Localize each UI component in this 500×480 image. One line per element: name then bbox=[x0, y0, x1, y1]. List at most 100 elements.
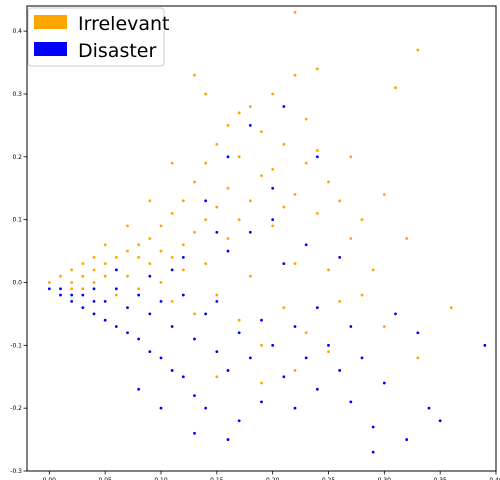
data-point-disaster bbox=[215, 350, 219, 354]
data-point-irrelevant bbox=[260, 381, 263, 385]
data-point-irrelevant bbox=[215, 293, 219, 297]
ticks-layer: 0.00 0.05 0.10 0.15 0.20 0.25 0.30 0.35 0.40 0.4 0… bbox=[10, 28, 500, 480]
data-point-irrelevant bbox=[204, 218, 208, 222]
data-point-disaster bbox=[327, 343, 330, 347]
data-point-irrelevant bbox=[360, 293, 364, 297]
data-point-disaster bbox=[103, 318, 107, 322]
data-point-irrelevant bbox=[405, 237, 409, 240]
data-point-irrelevant bbox=[449, 306, 453, 310]
data-point-disaster bbox=[70, 293, 74, 297]
data-point-irrelevant bbox=[271, 224, 275, 228]
y-tick-label: 0.2 bbox=[12, 154, 22, 161]
legend-label-disaster: Disaster bbox=[78, 40, 156, 62]
data-point-disaster bbox=[170, 325, 174, 328]
data-point-irrelevant bbox=[293, 73, 297, 77]
data-point-disaster bbox=[126, 331, 129, 335]
data-point-disaster bbox=[215, 299, 219, 303]
data-point-irrelevant bbox=[360, 218, 364, 222]
data-point-irrelevant bbox=[159, 281, 163, 284]
data-point-disaster bbox=[438, 419, 442, 423]
data-point-disaster bbox=[114, 268, 118, 272]
data-point-disaster bbox=[282, 105, 286, 108]
data-point-irrelevant bbox=[338, 199, 342, 203]
data-point-disaster bbox=[159, 356, 163, 360]
data-point-irrelevant bbox=[181, 268, 185, 272]
data-point-irrelevant bbox=[81, 262, 85, 266]
data-point-disaster bbox=[416, 331, 420, 335]
data-point-irrelevant bbox=[293, 369, 297, 372]
data-point-irrelevant bbox=[137, 287, 141, 291]
data-point-irrelevant bbox=[114, 293, 118, 297]
data-point-irrelevant bbox=[159, 249, 163, 253]
data-point-irrelevant bbox=[248, 199, 252, 203]
y-tick-label: 0.3 bbox=[12, 91, 22, 98]
data-point-irrelevant bbox=[271, 167, 275, 171]
x-tick-label: 0.25 bbox=[322, 477, 336, 480]
data-point-irrelevant bbox=[293, 193, 297, 196]
x-tick-label: 0.15 bbox=[210, 477, 224, 480]
data-point-disaster bbox=[315, 306, 319, 310]
data-point-disaster bbox=[137, 337, 141, 341]
data-point-irrelevant bbox=[382, 325, 386, 328]
data-point-disaster bbox=[338, 369, 342, 372]
data-point-disaster bbox=[248, 123, 252, 127]
data-point-irrelevant bbox=[349, 237, 353, 240]
data-point-disaster bbox=[271, 218, 275, 222]
data-point-disaster bbox=[159, 406, 163, 410]
data-point-irrelevant bbox=[47, 281, 51, 284]
data-point-disaster bbox=[248, 356, 252, 360]
data-point-irrelevant bbox=[170, 255, 174, 259]
data-point-irrelevant bbox=[159, 224, 163, 228]
data-point-disaster bbox=[304, 356, 308, 360]
data-point-disaster bbox=[181, 255, 185, 259]
legend: Irrelevant Disaster bbox=[27, 7, 170, 67]
x-tick-label: 0.40 bbox=[489, 477, 500, 480]
legend-swatch-irrelevant bbox=[34, 15, 67, 29]
data-point-irrelevant bbox=[170, 211, 174, 215]
plot-frame bbox=[26, 5, 497, 472]
data-point-irrelevant bbox=[59, 274, 62, 278]
data-point-disaster bbox=[349, 325, 353, 328]
data-point-irrelevant bbox=[282, 142, 286, 146]
data-point-disaster bbox=[226, 155, 230, 159]
data-point-irrelevant bbox=[170, 161, 174, 165]
data-point-irrelevant bbox=[193, 180, 196, 184]
data-point-irrelevant bbox=[226, 237, 230, 240]
data-point-irrelevant bbox=[327, 268, 330, 272]
data-point-irrelevant bbox=[394, 86, 397, 90]
data-point-disaster bbox=[282, 375, 286, 379]
data-point-irrelevant bbox=[338, 299, 342, 303]
data-point-irrelevant bbox=[181, 243, 185, 247]
data-point-irrelevant bbox=[193, 73, 196, 77]
data-point-disaster bbox=[193, 394, 196, 397]
y-tick-label: -0.1 bbox=[10, 342, 22, 349]
data-point-disaster bbox=[137, 387, 141, 391]
data-point-disaster bbox=[126, 306, 129, 310]
data-point-irrelevant bbox=[193, 312, 196, 316]
data-point-irrelevant bbox=[304, 117, 308, 121]
data-point-disaster bbox=[148, 350, 152, 354]
data-point-disaster bbox=[293, 406, 297, 410]
x-tick-label: 0.35 bbox=[433, 477, 447, 480]
data-point-irrelevant bbox=[237, 155, 241, 159]
data-point-disaster bbox=[338, 255, 342, 259]
data-point-irrelevant bbox=[282, 306, 286, 310]
data-point-irrelevant bbox=[148, 262, 152, 266]
data-point-irrelevant bbox=[92, 268, 96, 272]
data-point-irrelevant bbox=[260, 130, 263, 134]
data-point-irrelevant bbox=[237, 318, 241, 322]
data-point-irrelevant bbox=[416, 48, 420, 52]
data-point-irrelevant bbox=[304, 161, 308, 165]
data-point-irrelevant bbox=[215, 142, 219, 146]
data-point-irrelevant bbox=[204, 92, 208, 96]
data-point-disaster bbox=[215, 230, 219, 234]
data-point-irrelevant bbox=[315, 149, 319, 152]
data-point-irrelevant bbox=[137, 255, 141, 259]
data-point-irrelevant bbox=[315, 67, 319, 71]
data-point-disaster bbox=[59, 287, 62, 291]
data-point-irrelevant bbox=[70, 268, 74, 272]
data-point-disaster bbox=[237, 331, 241, 335]
data-point-irrelevant bbox=[126, 224, 129, 228]
y-tick-label: 0.4 bbox=[12, 28, 22, 35]
data-point-disaster bbox=[204, 312, 208, 316]
